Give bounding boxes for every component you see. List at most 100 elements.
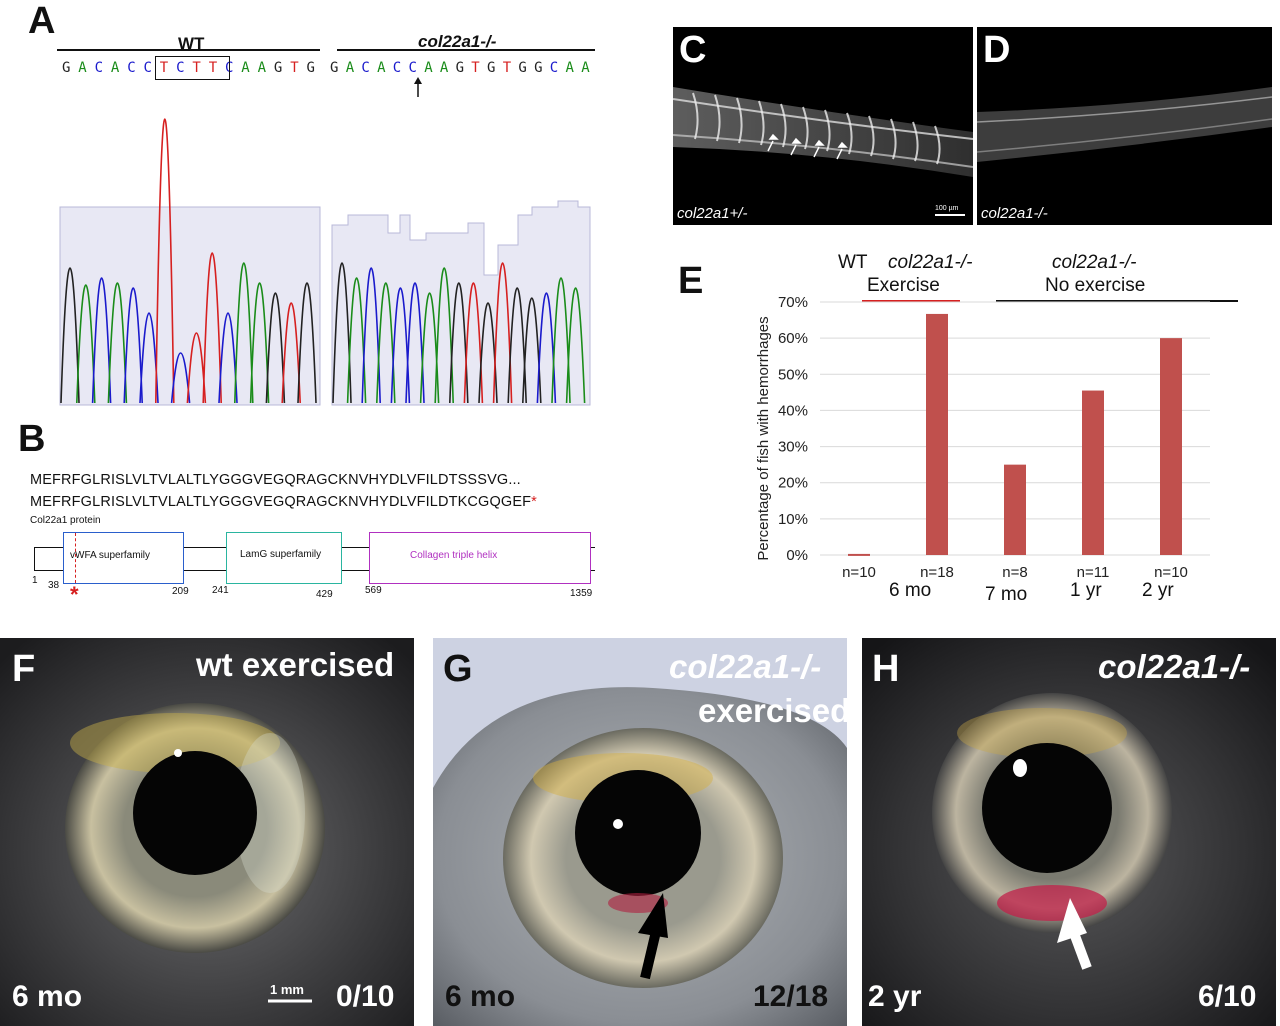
mut-seq-base: G	[534, 60, 543, 76]
mut-seq-base: G	[330, 60, 339, 76]
wt-seq-base: T	[159, 60, 169, 76]
chromatogram-peak	[522, 297, 542, 404]
panel-label-f: F	[12, 648, 36, 690]
title-h: col22a1-/-	[1098, 648, 1251, 685]
chromatogram-peak	[186, 332, 207, 404]
chromatogram-peak	[463, 282, 484, 404]
chromatogram-peak	[107, 282, 128, 404]
pos-209: 209	[172, 586, 189, 597]
noexercise-line	[996, 300, 1238, 302]
y-tick-label: 40%	[778, 402, 808, 419]
y-tick-label: 60%	[778, 330, 808, 347]
age-h: 2 yr	[868, 980, 922, 1013]
chromatogram-peak	[507, 287, 527, 404]
mut-seq-base: C	[549, 60, 559, 76]
age-7mo: 7 mo	[985, 584, 1028, 605]
bar	[1082, 390, 1104, 555]
scale-c: 100 µm	[935, 205, 959, 212]
age-6mo: 6 mo	[889, 580, 932, 601]
chromatogram-peak	[565, 287, 586, 404]
ratio-g: 12/18	[753, 980, 829, 1013]
domain-vwfa-label: vWFA superfamily	[70, 550, 151, 561]
pos-38: 38	[48, 580, 60, 591]
image-panel-h: H col22a1-/- 2 yr 6/10	[862, 638, 1276, 1026]
y-tick-label: 10%	[778, 511, 808, 528]
chromatogram-peak	[405, 282, 425, 404]
chromatogram-peak	[492, 262, 513, 404]
chromatogram-peak	[332, 262, 352, 404]
y-tick-label: 20%	[778, 475, 808, 492]
header-wt: WT	[838, 252, 868, 273]
y-tick-label: 0%	[786, 547, 808, 564]
chromatogram-peak	[249, 282, 270, 404]
mut-title-line	[337, 49, 595, 51]
hemorrhage-bar-chart: 0% 10% 20% 30% 40% 50% 60% 70% Percentage of fis…	[755, 294, 1210, 581]
panel-label-h: H	[872, 648, 900, 690]
x-tick-label: n=10	[1154, 564, 1188, 581]
protein-seq-wt: MEFRFGLRISLVLTVLALTLYGGGVEGQRAGCKNVHYDLV…	[30, 472, 521, 488]
chromatogram-peak	[361, 267, 381, 404]
chromatogram	[59, 118, 591, 406]
header-exercise: Exercise	[867, 275, 940, 296]
stop-codon-mark: *	[531, 494, 537, 510]
chromatogram-peak	[265, 292, 286, 404]
wt-seq-base: A	[78, 60, 87, 76]
image-panel-f: F wt exercised 6 mo 1 mm 0/10	[0, 638, 414, 1026]
chromatogram-peak	[76, 284, 96, 404]
mut-seq-base: A	[345, 60, 355, 76]
wt-seq-base: C	[127, 60, 136, 76]
mutation-site-line	[75, 533, 76, 583]
deletion-arrow-icon	[412, 77, 424, 97]
chromatogram-peak	[449, 282, 469, 404]
fish-eye-g	[433, 638, 847, 1026]
y-axis-label: Percentage of fish with hemorrhages	[755, 316, 772, 560]
protein-label: Col22a1 protein	[30, 515, 101, 526]
mutation-box	[155, 56, 230, 80]
ratio-h: 6/10	[1198, 980, 1257, 1013]
chromatogram-peak	[234, 262, 254, 404]
wt-title-line	[57, 49, 320, 51]
image-panel-g: G col22a1-/- exercised 6 mo 12/18	[433, 638, 847, 1026]
mut-seq-base: T	[502, 60, 512, 76]
bar	[1160, 338, 1182, 555]
panel-label-e: E	[678, 260, 704, 302]
y-tick-label: 70%	[778, 294, 808, 311]
domain-vwfa	[63, 532, 184, 584]
wt-seq-base: G	[306, 60, 315, 76]
chromatogram-peak	[551, 277, 571, 404]
chromatogram-peak	[434, 267, 454, 404]
chromatogram-peak	[202, 252, 222, 404]
header-noexercise: No exercise	[1045, 275, 1146, 296]
fish-eye-h	[862, 638, 1276, 1026]
wt-title: WT	[178, 34, 205, 53]
age-1yr: 1 yr	[1070, 580, 1102, 601]
wt-seq-base: C	[143, 60, 152, 76]
bar	[848, 553, 870, 556]
pos-241: 241	[212, 585, 229, 596]
wt-seq-base: G	[273, 60, 283, 76]
wt-seq-base: A	[257, 60, 267, 76]
mut-seq-base: A	[565, 60, 574, 76]
scale-f: 1 mm	[270, 982, 304, 997]
pos-1: 1	[32, 575, 38, 586]
mut-seq-base: C	[392, 60, 402, 76]
header-mut-noexercise: col22a1-/-	[1052, 252, 1137, 273]
fish-eye-f	[0, 638, 414, 1026]
chromatogram-peak	[60, 267, 80, 404]
mut-seq-base: C	[408, 60, 417, 76]
mut-seq-base: A	[439, 60, 449, 76]
title-g-1: col22a1-/-	[669, 648, 822, 685]
title-f: wt exercised	[196, 646, 395, 683]
exercise-line	[862, 300, 960, 302]
x-tick-label: n=8	[1002, 564, 1027, 581]
chromatogram-peak	[281, 302, 301, 404]
chromatogram-peak	[155, 118, 175, 404]
mutation-star: *	[70, 582, 79, 607]
chromatogram-peak	[376, 282, 396, 404]
y-tick-label: 50%	[778, 366, 808, 383]
panel-label-c: C	[679, 29, 707, 71]
protein-seq-mut-text: MEFRFGLRISLVLTVLALTLYGGGVEGQRAGCKNVHYDLV…	[30, 494, 532, 510]
pos-569: 569	[365, 585, 382, 596]
panel-label-a: A	[28, 0, 56, 42]
age-f: 6 mo	[12, 980, 83, 1013]
